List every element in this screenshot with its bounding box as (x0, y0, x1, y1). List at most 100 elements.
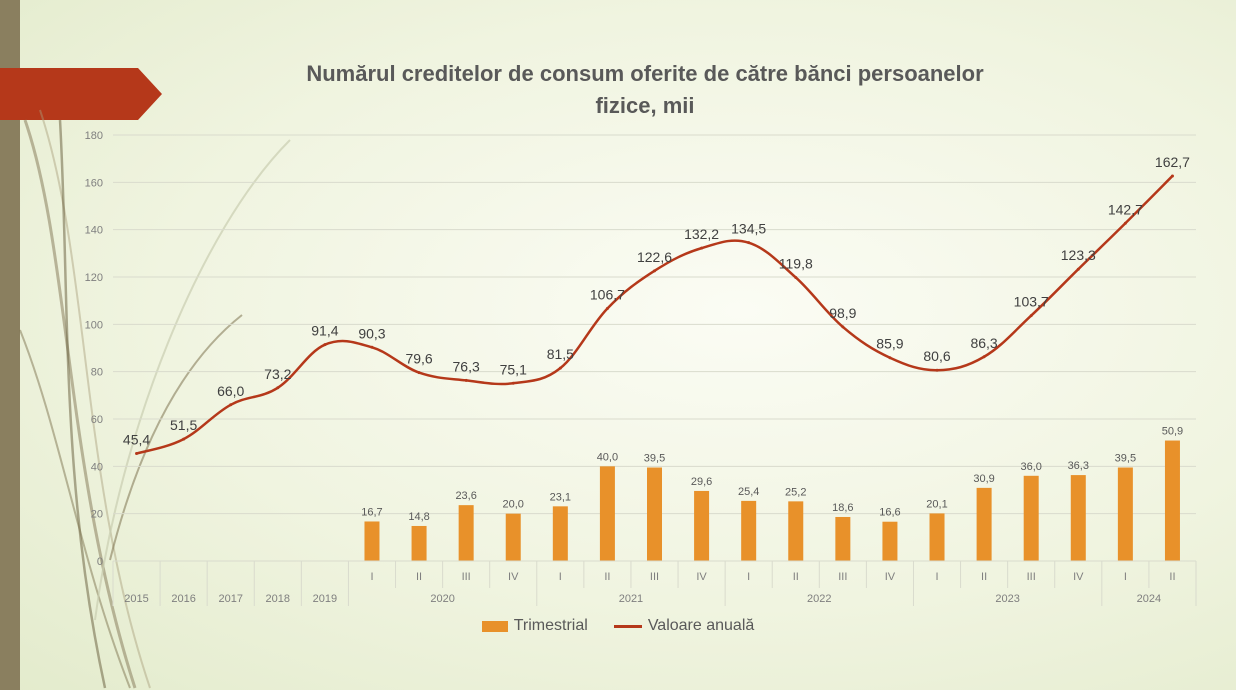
line-data-label: 66,0 (217, 383, 244, 399)
line-point (935, 368, 939, 372)
bar-data-label: 30,9 (973, 473, 994, 485)
line-data-label: 162,7 (1155, 154, 1190, 170)
x-quarter-label: III (838, 571, 847, 583)
bar-data-label: 18,6 (832, 502, 853, 514)
bar-data-label: 23,6 (455, 490, 476, 502)
line-data-label: 119,8 (779, 255, 813, 271)
y-tick-label: 100 (85, 319, 103, 331)
bar-data-label: 14,8 (408, 511, 429, 523)
bar-data-label: 39,5 (1115, 453, 1136, 465)
line-data-label: 73,2 (264, 366, 291, 382)
legend-item-trimestrial: Trimestrial (481, 617, 588, 635)
x-year-group-label: 2021 (619, 593, 643, 605)
bar-data-label: 25,4 (738, 486, 759, 498)
bar (1070, 475, 1086, 561)
bar-data-label: 36,0 (1020, 461, 1041, 473)
line-data-label: 90,3 (358, 325, 385, 341)
y-tick-label: 0 (97, 556, 103, 568)
bar (1023, 475, 1039, 561)
x-quarter-label: II (416, 571, 422, 583)
line-data-label: 134,5 (731, 221, 766, 237)
x-quarter-label: I (747, 571, 750, 583)
line-data-label: 103,7 (1014, 294, 1049, 310)
line-data-label: 132,2 (684, 226, 719, 242)
x-quarter-label: I (1124, 571, 1127, 583)
x-year-label: 2018 (266, 593, 290, 605)
bar (694, 490, 710, 561)
red-arrow-banner (0, 68, 162, 120)
line-point (1029, 314, 1033, 318)
x-quarter-label: IV (1073, 571, 1084, 583)
line-data-label: 85,9 (876, 336, 903, 352)
x-quarter-label: III (1027, 571, 1036, 583)
x-year-label: 2015 (124, 593, 148, 605)
bar (458, 505, 474, 561)
bar (976, 487, 992, 561)
y-tick-label: 60 (91, 414, 103, 426)
x-year-group-label: 2023 (995, 593, 1019, 605)
line-point (229, 403, 233, 407)
y-axis-ticks: 0 20 40 60 80 100 120 140 160 180 (85, 130, 103, 568)
legend-label-trimestrial: Trimestrial (513, 617, 588, 634)
line-data-label: 106,7 (590, 286, 625, 302)
line-point (888, 356, 892, 360)
line-point (841, 325, 845, 329)
bar-data-label: 25,2 (785, 486, 806, 498)
line-data-label: 80,6 (923, 348, 950, 364)
x-year-label: 2017 (218, 593, 242, 605)
line-point (794, 275, 798, 279)
x-quarter-label: II (1169, 571, 1175, 583)
line-data-label: 98,9 (829, 305, 856, 321)
bar-data-label: 20,1 (926, 498, 947, 510)
line-point (323, 343, 327, 347)
line-point (653, 269, 656, 273)
line-data-label: 51,5 (170, 417, 197, 433)
line-point (276, 386, 280, 390)
x-quarter-label: II (793, 571, 799, 583)
bar-data-label: 23,1 (550, 491, 571, 503)
line-point (182, 437, 186, 441)
x-quarter-label: II (604, 571, 610, 583)
bar (788, 501, 804, 561)
x-year-group-label: 2020 (430, 593, 454, 605)
left-decor-bar (0, 0, 20, 690)
line-data-label: 123,3 (1061, 247, 1096, 263)
x-quarter-label: IV (696, 571, 707, 583)
x-quarter-label: I (935, 571, 938, 583)
legend-label-valoare-anuala: Valoare anuală (647, 617, 755, 634)
x-year-group-label: 2022 (807, 593, 831, 605)
bar-data-label: 36,3 (1068, 460, 1089, 472)
line-point (1076, 267, 1080, 271)
line-data-label: 81,5 (547, 346, 574, 362)
y-tick-label: 180 (85, 130, 103, 142)
line-data-label: 91,4 (311, 323, 338, 339)
y-tick-label: 160 (85, 177, 103, 189)
line-point (700, 246, 704, 250)
bar (929, 513, 945, 561)
series-line (136, 175, 1174, 455)
bar-data-label: 20,0 (503, 499, 524, 511)
line-data-label: 79,6 (405, 351, 432, 367)
bar-data-label: 50,9 (1162, 426, 1183, 438)
bar (882, 521, 898, 561)
line-point (464, 378, 468, 382)
x-quarter-label: IV (508, 571, 519, 583)
bar-data-label: 39,5 (644, 453, 665, 465)
bar (364, 521, 380, 561)
x-quarter-label: III (650, 571, 659, 583)
x-quarter-label: I (370, 571, 373, 583)
x-quarter-label: IV (885, 571, 896, 583)
line-data-label: 122,6 (637, 249, 672, 265)
line-point (1170, 174, 1174, 178)
bar (1164, 440, 1180, 561)
line-point (558, 366, 562, 370)
bar-data-label: 29,6 (691, 476, 712, 488)
x-year-label: 2019 (313, 593, 337, 605)
line-data-label: 45,4 (123, 432, 150, 448)
y-tick-label: 20 (91, 509, 103, 521)
bar (552, 506, 568, 561)
bar (1117, 467, 1133, 561)
